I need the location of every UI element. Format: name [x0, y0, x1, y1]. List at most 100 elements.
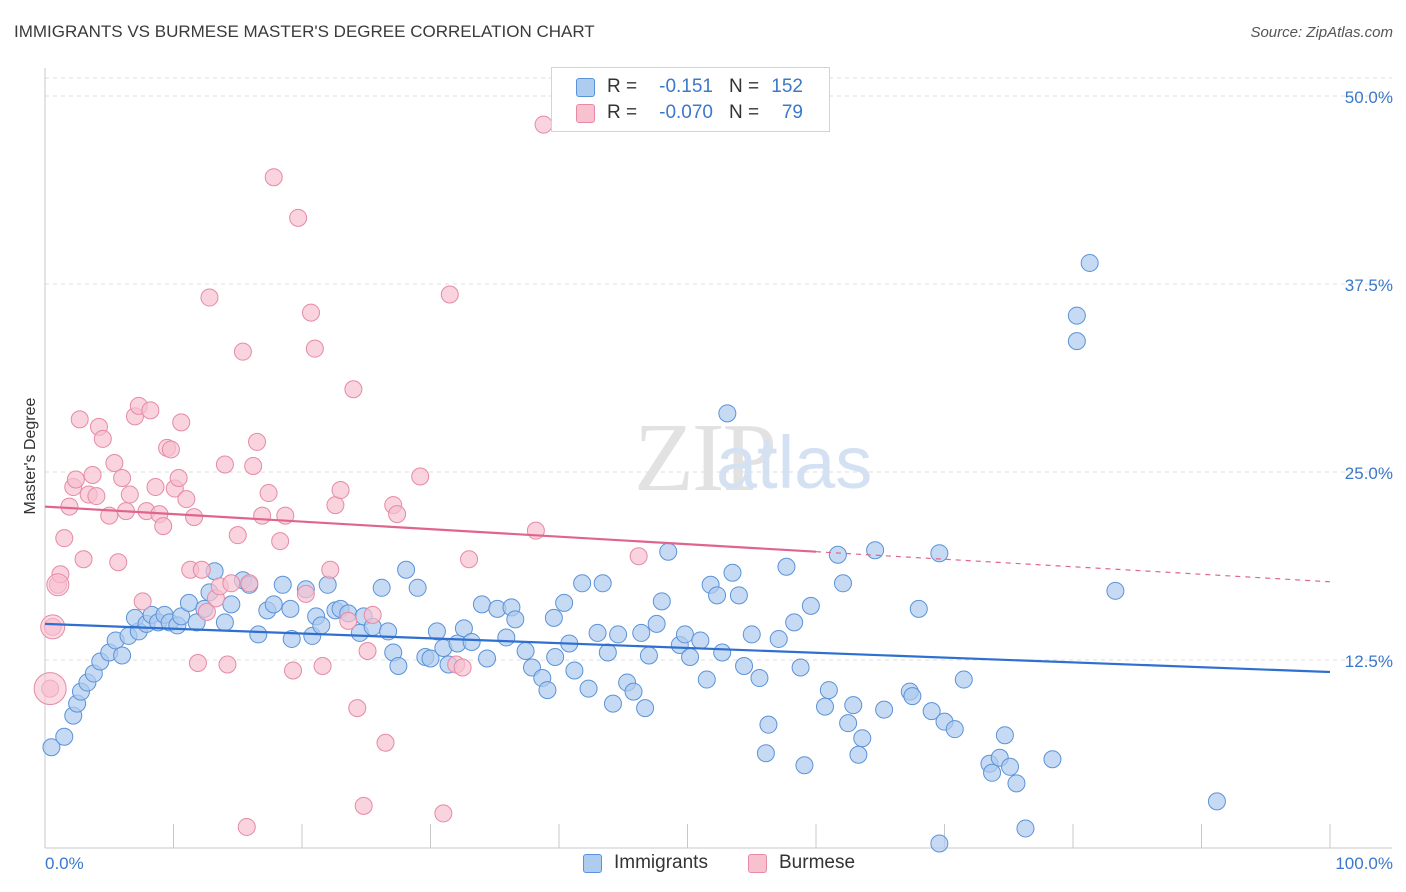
immigrants-point[interactable]: [172, 607, 191, 626]
immigrants-point[interactable]: [249, 625, 268, 644]
immigrants-point[interactable]: [113, 646, 132, 665]
immigrants-point[interactable]: [588, 623, 607, 642]
immigrants-point[interactable]: [593, 574, 612, 593]
burmese-point[interactable]: [66, 470, 85, 489]
immigrants-point[interactable]: [922, 702, 941, 721]
burmese-point[interactable]: [284, 661, 303, 680]
immigrants-point[interactable]: [555, 593, 574, 612]
burmese-point[interactable]: [113, 469, 132, 488]
burmese-point[interactable]: [240, 574, 259, 593]
immigrants-point[interactable]: [844, 696, 863, 715]
immigrants-point[interactable]: [875, 700, 894, 719]
burmese-point[interactable]: [146, 478, 165, 497]
immigrants-point[interactable]: [609, 625, 628, 644]
immigrants-point[interactable]: [756, 744, 775, 763]
immigrants-point[interactable]: [819, 681, 838, 700]
immigrants-point[interactable]: [372, 578, 391, 597]
burmese-point[interactable]: [363, 605, 382, 624]
immigrants-point[interactable]: [538, 681, 557, 700]
burmese-point[interactable]: [141, 401, 160, 420]
immigrants-point[interactable]: [723, 563, 742, 582]
immigrants-point[interactable]: [930, 544, 949, 563]
burmese-point[interactable]: [411, 467, 430, 486]
burmese-point[interactable]: [105, 453, 124, 472]
immigrants-point[interactable]: [1007, 774, 1026, 793]
immigrants-point[interactable]: [1207, 792, 1226, 811]
burmese-point[interactable]: [55, 529, 74, 548]
immigrants-point[interactable]: [389, 657, 408, 676]
burmese-point[interactable]: [177, 490, 196, 509]
burmese-point[interactable]: [354, 796, 373, 815]
burmese-point[interactable]: [218, 655, 237, 674]
immigrants-point[interactable]: [742, 625, 761, 644]
immigrants-point[interactable]: [639, 646, 658, 665]
immigrants-point[interactable]: [506, 610, 525, 629]
immigrants-point[interactable]: [1106, 581, 1125, 600]
immigrants-point[interactable]: [1067, 332, 1086, 351]
burmese-point[interactable]: [321, 560, 340, 579]
immigrants-point[interactable]: [1043, 750, 1062, 769]
legend-item-burmese[interactable]: Burmese: [748, 852, 855, 874]
immigrants-point[interactable]: [866, 541, 885, 560]
burmese-point-large[interactable]: [40, 614, 66, 640]
immigrants-point[interactable]: [579, 679, 598, 698]
burmese-point[interactable]: [289, 208, 308, 227]
burmese-point[interactable]: [154, 517, 173, 536]
immigrants-point[interactable]: [565, 661, 584, 680]
immigrants-point[interactable]: [318, 575, 337, 594]
burmese-point[interactable]: [326, 496, 345, 515]
immigrants-point[interactable]: [718, 404, 737, 423]
burmese-point[interactable]: [188, 654, 207, 673]
burmese-point[interactable]: [228, 526, 247, 545]
immigrants-point[interactable]: [632, 623, 651, 642]
burmese-point[interactable]: [358, 641, 377, 660]
burmese-point[interactable]: [192, 560, 211, 579]
immigrants-point[interactable]: [624, 682, 643, 701]
immigrants-point[interactable]: [839, 714, 858, 733]
burmese-point[interactable]: [215, 455, 234, 474]
immigrants-point[interactable]: [833, 574, 852, 593]
immigrants-point[interactable]: [983, 763, 1002, 782]
immigrants-point[interactable]: [729, 586, 748, 605]
burmese-point[interactable]: [200, 288, 219, 307]
immigrants-point[interactable]: [408, 578, 427, 597]
immigrants-point[interactable]: [1001, 757, 1020, 776]
burmese-point-large[interactable]: [46, 573, 70, 597]
immigrants-point[interactable]: [478, 649, 497, 668]
immigrants-point[interactable]: [397, 560, 416, 579]
immigrants-point[interactable]: [472, 595, 491, 614]
burmese-point[interactable]: [70, 410, 89, 429]
burmese-point[interactable]: [460, 550, 479, 569]
immigrants-point[interactable]: [427, 622, 446, 641]
immigrants-point[interactable]: [647, 614, 666, 633]
burmese-point[interactable]: [185, 508, 204, 527]
burmese-point[interactable]: [172, 413, 191, 432]
immigrants-point[interactable]: [675, 625, 694, 644]
immigrants-point[interactable]: [713, 643, 732, 662]
immigrants-point[interactable]: [735, 657, 754, 676]
immigrants-point[interactable]: [954, 670, 973, 689]
immigrants-point[interactable]: [603, 694, 622, 713]
immigrants-point[interactable]: [681, 647, 700, 666]
burmese-point[interactable]: [93, 429, 112, 448]
immigrants-point[interactable]: [598, 643, 617, 662]
burmese-point[interactable]: [344, 380, 363, 399]
immigrants-point[interactable]: [801, 596, 820, 615]
immigrants-point[interactable]: [777, 557, 796, 576]
immigrants-point[interactable]: [1067, 306, 1086, 325]
burmese-point[interactable]: [264, 168, 283, 187]
burmese-point[interactable]: [109, 553, 128, 572]
burmese-point[interactable]: [629, 547, 648, 566]
burmese-point[interactable]: [331, 481, 350, 500]
immigrants-point[interactable]: [995, 726, 1014, 745]
burmese-point[interactable]: [248, 432, 267, 451]
immigrants-point[interactable]: [281, 599, 300, 618]
immigrants-point[interactable]: [1080, 253, 1099, 272]
immigrants-point[interactable]: [215, 613, 234, 632]
burmese-point[interactable]: [259, 484, 278, 503]
immigrants-point[interactable]: [785, 613, 804, 632]
immigrants-point[interactable]: [708, 586, 727, 605]
burmese-point[interactable]: [440, 285, 459, 304]
immigrants-point[interactable]: [55, 727, 74, 746]
immigrants-point[interactable]: [849, 745, 868, 764]
